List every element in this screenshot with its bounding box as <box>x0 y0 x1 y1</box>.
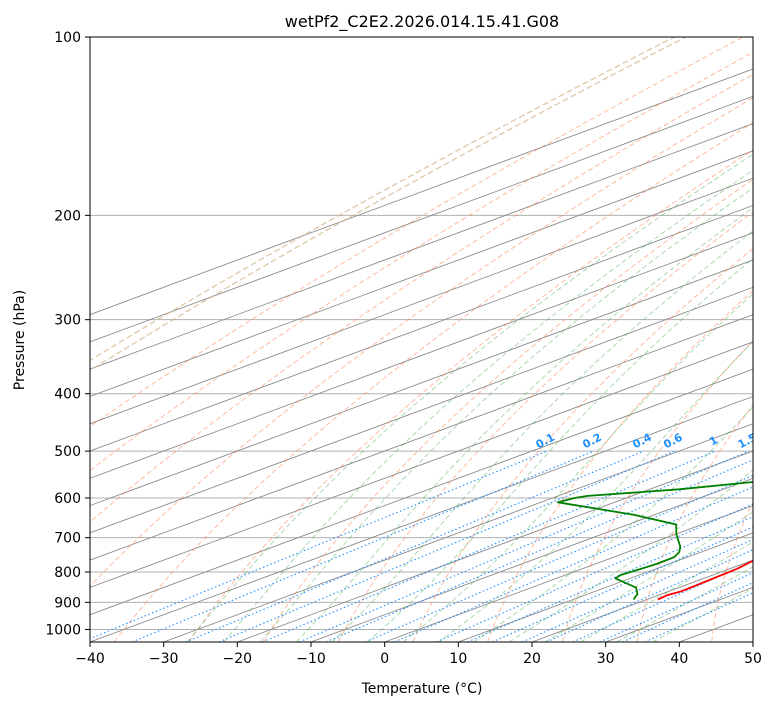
x-tick-label: 40 <box>670 651 688 667</box>
isotherm-line <box>384 505 753 642</box>
isotherm-line <box>90 368 753 616</box>
y-tick-label: 600 <box>54 491 81 507</box>
mixing-ratio-line <box>218 450 675 642</box>
moist-adiabat-line <box>295 207 753 642</box>
dry-adiabat-line <box>90 51 753 472</box>
dry-adiabat-line <box>337 211 753 642</box>
chart-title: wetPf2_C2E2.2026.014.15.41.G08 <box>285 12 559 32</box>
x-tick-label: 20 <box>523 651 541 667</box>
dry-adiabat-line <box>113 122 753 642</box>
isotherm-line <box>90 341 753 588</box>
dry-adiabat-line <box>711 500 753 642</box>
dry-adiabat-line <box>636 404 753 642</box>
isotherm-line <box>90 95 753 343</box>
plot-frame <box>89 36 754 643</box>
x-axis-label: Temperature (°C) <box>361 681 483 697</box>
mixing-ratio-line <box>131 450 595 642</box>
x-tick-label: 50 <box>744 651 762 667</box>
mixing-ratio-line <box>622 582 753 642</box>
x-tick-label: −40 <box>75 651 105 667</box>
moist-adiabat-line <box>331 230 753 642</box>
y-tick-label: 800 <box>54 565 81 581</box>
isotherm-line <box>90 314 753 561</box>
x-tick-label: −10 <box>296 651 326 667</box>
moist-adiabat-line <box>509 469 753 642</box>
mixing-ratio-line <box>90 450 548 640</box>
x-tick-label: −30 <box>149 651 179 667</box>
y-tick-label: 200 <box>54 208 81 224</box>
moist-adiabat-line <box>473 405 753 642</box>
y-tick-label: 500 <box>54 444 81 460</box>
background-lines <box>90 37 753 642</box>
moist-adiabat-line <box>438 340 753 642</box>
dry-adiabat-line <box>487 290 753 642</box>
mixing-ratio-line <box>599 572 753 642</box>
mixing-ratio-line <box>521 538 753 642</box>
dry-adiabat-line <box>561 340 753 642</box>
isotherm-line <box>237 450 753 642</box>
dry-adiabat-line <box>90 97 753 587</box>
isotherm-line <box>90 232 753 479</box>
x-tick-label: 0 <box>380 651 389 667</box>
y-tick-label: 300 <box>54 313 81 329</box>
moist-adiabat-line <box>223 169 753 642</box>
x-tick-label: 30 <box>597 651 615 667</box>
moist-adiabat-line <box>580 541 753 642</box>
isotherm-line <box>90 123 753 370</box>
axis-ticks: −40 −30 −20 −10 0 10 20 30 40 50 100 200 300 400 500 60… <box>45 30 762 667</box>
isotherm-line <box>90 286 753 534</box>
isotherm-line <box>458 532 753 642</box>
y-tick-label: 100 <box>54 30 81 46</box>
isotherm-line <box>90 259 753 507</box>
isotherm-line <box>90 177 753 425</box>
mixing-ratio-line <box>365 474 753 642</box>
isotherm-line <box>90 204 753 452</box>
y-axis-label: Pressure (hPa) <box>12 290 28 390</box>
dry-adiabat-line <box>412 247 753 642</box>
profile-lines <box>557 481 753 601</box>
mixing-ratio-line <box>644 592 753 642</box>
dry-adiabat-line <box>188 149 753 642</box>
y-tick-label: 1000 <box>45 622 81 638</box>
moist-adiabat-line <box>259 187 753 642</box>
boundary-curve <box>90 37 675 362</box>
isotherm-line <box>90 395 753 642</box>
y-tick-label: 900 <box>54 595 81 611</box>
mixing-ratio-line <box>298 450 750 642</box>
moist-adiabat-line <box>402 293 753 642</box>
mixing-ratio-line <box>185 450 645 642</box>
isotherm-line <box>90 68 753 316</box>
mixing-ratio-line <box>572 560 753 642</box>
x-tick-label: 10 <box>449 651 467 667</box>
moist-adiabat-line <box>186 153 753 642</box>
mixing-ratio-line <box>262 450 716 642</box>
y-tick-label: 700 <box>54 531 81 547</box>
mixing-ratio-line <box>492 526 753 642</box>
dry-adiabat-line <box>90 73 753 523</box>
dewpoint-profile-line <box>557 481 753 600</box>
y-tick-label: 400 <box>54 387 81 403</box>
dry-adiabat-line <box>263 178 753 642</box>
isotherm-line <box>310 477 753 642</box>
x-tick-label: −20 <box>223 651 253 667</box>
isotherm-line <box>90 150 753 397</box>
isotherm-line <box>163 423 753 642</box>
mixing-ratio-line <box>393 486 753 642</box>
moist-adiabat-line <box>367 257 753 642</box>
